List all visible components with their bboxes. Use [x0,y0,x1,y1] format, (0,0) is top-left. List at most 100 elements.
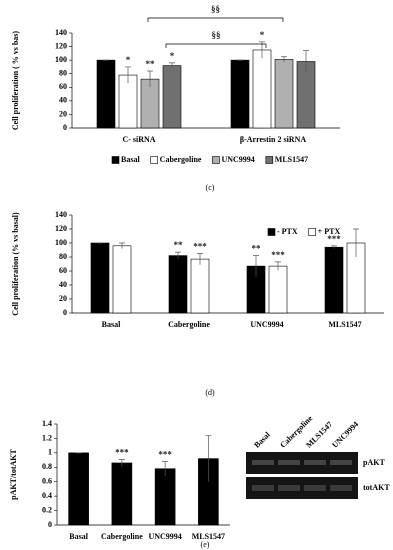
significance: *** [158,450,172,460]
caption: (c) [206,183,215,192]
y-tick-label: 0.2 [42,505,52,514]
y-tick-label: 100 [55,238,67,247]
y-tick-label: 1.4 [42,419,52,428]
legend-swatch [265,156,274,164]
y-tick-label: 0 [48,520,52,529]
y-tick-label: 0.6 [42,477,52,486]
error-bar [275,261,281,271]
legend-label: Cabergoline [160,155,202,164]
x-tick-label: Basal [102,320,121,329]
x-tick-label: MLS1547 [328,320,361,329]
significance: ** [174,240,184,250]
error-bar [162,461,169,476]
y-tick-label: 60 [59,266,67,275]
bar [168,255,188,314]
caption: (d) [205,388,215,397]
significance: * [260,30,265,40]
y-tick-label: 120 [55,41,67,50]
y-tick-label: 20 [59,109,67,118]
legend-label: Basal [121,155,140,164]
significance: * [126,55,131,65]
legend-swatch [212,156,220,164]
y-tick-label: 120 [55,224,67,233]
legend-label: + PTX [318,227,341,236]
legend-label: UNC9994 [221,155,254,164]
y-tick-label: 100 [55,55,67,64]
error-bar [253,255,259,277]
error-bar [259,41,265,59]
significance: *** [327,234,341,244]
blot-band [330,485,352,491]
legend-swatch [308,228,316,236]
error-bar [147,70,153,88]
blot-band [252,460,274,465]
bar [112,245,132,314]
bar [230,59,250,129]
error-bar [119,242,125,249]
bracket [147,17,284,22]
bar [90,242,110,314]
legend-swatch [111,156,120,164]
bar [154,468,176,526]
y-tick-label: 40 [59,280,67,289]
bar [111,462,133,526]
blot-band [304,485,326,491]
x-tick-label: Basal [69,532,88,541]
error-bar [175,251,181,260]
y-axis-label: Cell proliferation ( % vs bas) [11,31,20,131]
legend-label: - PTX [277,227,298,236]
significance: * [170,51,175,61]
error-bar [353,228,359,257]
x-tick-label: MLS1547 [192,532,225,541]
significance: *** [115,447,129,457]
bar [324,246,344,314]
x-tick-label: UNC9994 [250,320,283,329]
y-tick-label: 140 [55,210,67,219]
significance: ** [252,244,262,254]
y-tick-label: 0.8 [42,462,52,471]
blot-lane-label: UNC9994 [330,420,360,450]
bar [162,65,182,129]
legend-label: MLS1547 [275,155,308,164]
legend-swatch [150,156,158,164]
bracket [165,43,267,48]
bracket-label: §§ [212,30,221,40]
x-tick-label: Cabergoline [101,532,143,541]
x-tick-label: Cabergoline [168,320,210,329]
blot-band [252,485,274,491]
error-bar [118,459,125,467]
error-bar [331,245,337,249]
x-tick-label: UNC9994 [148,532,181,541]
bar [68,452,89,526]
y-tick-label: 1 [48,448,52,457]
y-tick-label: 60 [59,82,67,91]
y-tick-label: 0 [63,123,67,132]
x-tick-label: β-Arrestin 2 siRNA [240,135,307,144]
significance: *** [271,250,285,260]
y-tick-label: 140 [55,28,67,37]
y-tick-label: 40 [59,96,67,105]
blot-band-row [246,452,358,474]
error-bar [197,253,203,265]
y-tick-label: 1.2 [42,433,52,442]
y-tick-label: 80 [59,252,67,261]
blot-band-row [246,477,358,499]
blot-band-label: pAKT [363,458,385,467]
y-tick-label: 80 [59,69,67,78]
caption: (e) [201,540,210,549]
significance: *** [193,242,207,252]
blot-band [330,460,352,465]
error-bar [281,56,287,63]
error-bar [125,66,131,84]
bar [274,59,294,129]
bar [252,49,272,129]
error-bar [205,435,212,482]
y-tick-label: 0 [63,308,67,317]
blot-band-label: totAKT [363,483,390,492]
bracket-label: §§ [211,4,220,14]
x-tick-label: C- siRNA [122,135,155,144]
bar [190,258,210,314]
blot-lane-label: Basal [252,430,272,450]
error-bar [169,62,175,69]
bar [96,59,116,129]
